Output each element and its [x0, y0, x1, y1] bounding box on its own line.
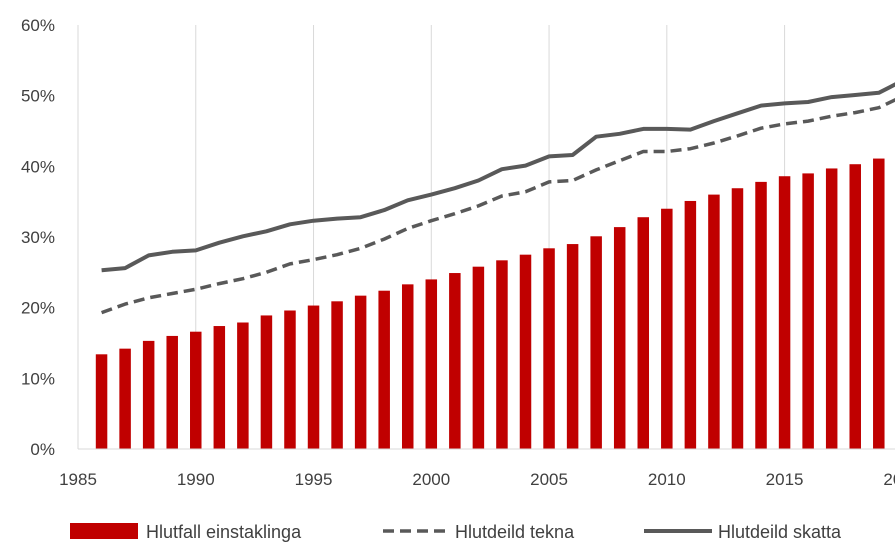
y-tick-label: 50% — [21, 87, 55, 106]
bar-1989 — [166, 335, 178, 449]
x-tick-label: 1990 — [177, 470, 215, 489]
bar-2018 — [849, 164, 861, 450]
legend-swatch-hlutfall-einstaklinga — [70, 523, 138, 539]
line-hlutdeild-skatta — [101, 82, 895, 273]
bar-2000 — [425, 279, 438, 449]
bar-2014 — [755, 181, 767, 449]
x-tick-label: 2010 — [648, 470, 686, 489]
bar-2004 — [519, 254, 532, 449]
bar-1987 — [119, 348, 131, 449]
bar-2016 — [802, 173, 814, 449]
y-tick-label: 20% — [21, 299, 55, 318]
bar-2006 — [566, 244, 579, 449]
x-tick-label: 2000 — [412, 470, 450, 489]
bar-2019 — [873, 158, 885, 449]
y-axis-ticks: 0% 10% 20% 30% 40% 50% 60% — [21, 16, 55, 459]
bar-2001 — [449, 273, 461, 449]
bar-2017 — [825, 168, 838, 449]
bar-series — [95, 158, 885, 450]
legend-label-hlutdeild-tekna: Hlutdeild tekna — [455, 522, 575, 542]
y-tick-label: 0% — [30, 440, 55, 459]
bar-2015 — [778, 176, 791, 449]
bar-1988 — [142, 340, 155, 449]
legend-label-hlutfall-einstaklinga: Hlutfall einstaklinga — [146, 522, 302, 542]
bar-2010 — [661, 208, 673, 449]
line-series — [101, 82, 895, 315]
y-tick-label: 40% — [21, 157, 55, 176]
bar-1993 — [260, 315, 273, 449]
bar-1991 — [213, 326, 226, 449]
bar-1990 — [190, 331, 202, 449]
bar-1995 — [307, 305, 320, 449]
legend-label-hlutdeild-skatta: Hlutdeild skatta — [718, 522, 842, 542]
bar-2005 — [543, 248, 555, 449]
x-axis-ticks: 1985 1990 1995 2000 2005 2010 2015 2020 — [59, 470, 895, 489]
bar-2012 — [708, 194, 720, 449]
y-tick-label: 30% — [21, 228, 55, 247]
bar-2003 — [496, 260, 508, 449]
bar-2002 — [472, 266, 485, 449]
bar-1986 — [95, 354, 108, 449]
bar-1994 — [284, 310, 296, 449]
x-tick-label: 2005 — [530, 470, 568, 489]
bar-1996 — [331, 301, 343, 449]
bar-1992 — [237, 322, 249, 449]
y-tick-label: 10% — [21, 369, 55, 388]
bar-2013 — [731, 188, 744, 450]
x-tick-label: 1995 — [295, 470, 333, 489]
x-tick-label: 2015 — [766, 470, 804, 489]
bar-1999 — [401, 284, 414, 449]
legend: Hlutfall einstaklinga Hlutdeild tekna Hlut… — [70, 522, 842, 542]
bar-2011 — [684, 200, 697, 449]
bar-1998 — [378, 290, 390, 449]
x-tick-label: 2020 — [883, 470, 895, 489]
bar-1997 — [354, 295, 367, 449]
bar-2009 — [637, 217, 650, 449]
x-tick-label: 1985 — [59, 470, 97, 489]
bar-2007 — [590, 236, 602, 449]
bar-2008 — [613, 227, 626, 449]
line-hlutdeild-tekna — [101, 97, 895, 315]
y-tick-label: 60% — [21, 16, 55, 35]
